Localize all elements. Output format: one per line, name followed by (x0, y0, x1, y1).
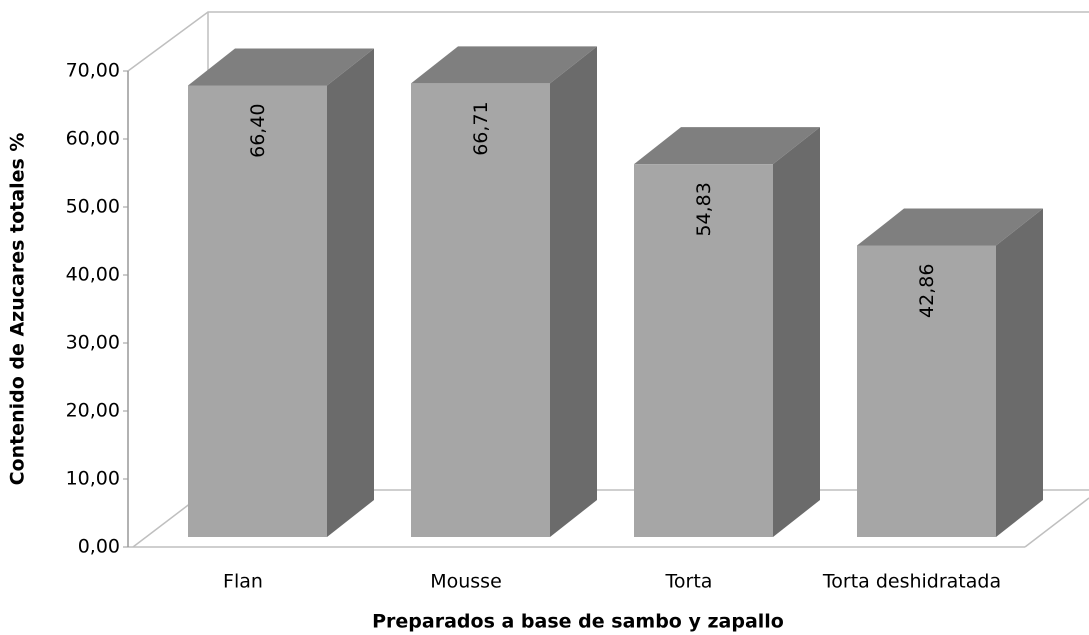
data-label: 66,71 (470, 101, 492, 155)
y-tick-label: 20,00 (66, 400, 120, 422)
y-tick-label: 60,00 (66, 128, 120, 150)
bar-top (411, 46, 597, 84)
x-axis-title: Preparados a base de sambo y zapallo (372, 611, 784, 633)
y-tick-label: 30,00 (66, 332, 120, 354)
bar-top (634, 127, 820, 165)
bar-top (188, 48, 374, 86)
y-tick-label: 40,00 (66, 264, 120, 286)
bar (857, 208, 1043, 537)
bar-side (550, 46, 597, 537)
bar-side (996, 208, 1043, 537)
bar-front (857, 245, 996, 537)
bar-top (857, 208, 1043, 246)
x-tick-label: Torta deshidratada (822, 571, 1001, 593)
y-tick-label: 10,00 (66, 468, 120, 490)
bar-front (634, 164, 773, 537)
y-tick-label: 0,00 (78, 536, 120, 558)
bar-front (411, 83, 550, 537)
x-tick-label: Flan (223, 571, 263, 593)
bar-side (773, 127, 820, 537)
data-label: 66,40 (247, 103, 269, 157)
floor-right-edge (1024, 497, 1089, 548)
bar (634, 127, 820, 537)
bar (188, 48, 374, 537)
data-label: 54,83 (693, 182, 715, 236)
y-tick-label: 50,00 (66, 196, 120, 218)
bar-front (188, 85, 327, 537)
data-label: 42,86 (916, 264, 938, 318)
x-tick-label: Mousse (430, 571, 502, 593)
bar-side (327, 48, 374, 537)
x-tick-label: Torta (665, 571, 713, 593)
y-axis-title: Contenido de Azucares totales % (7, 133, 29, 486)
y-tick-label: 70,00 (66, 60, 120, 82)
bar (411, 46, 597, 537)
